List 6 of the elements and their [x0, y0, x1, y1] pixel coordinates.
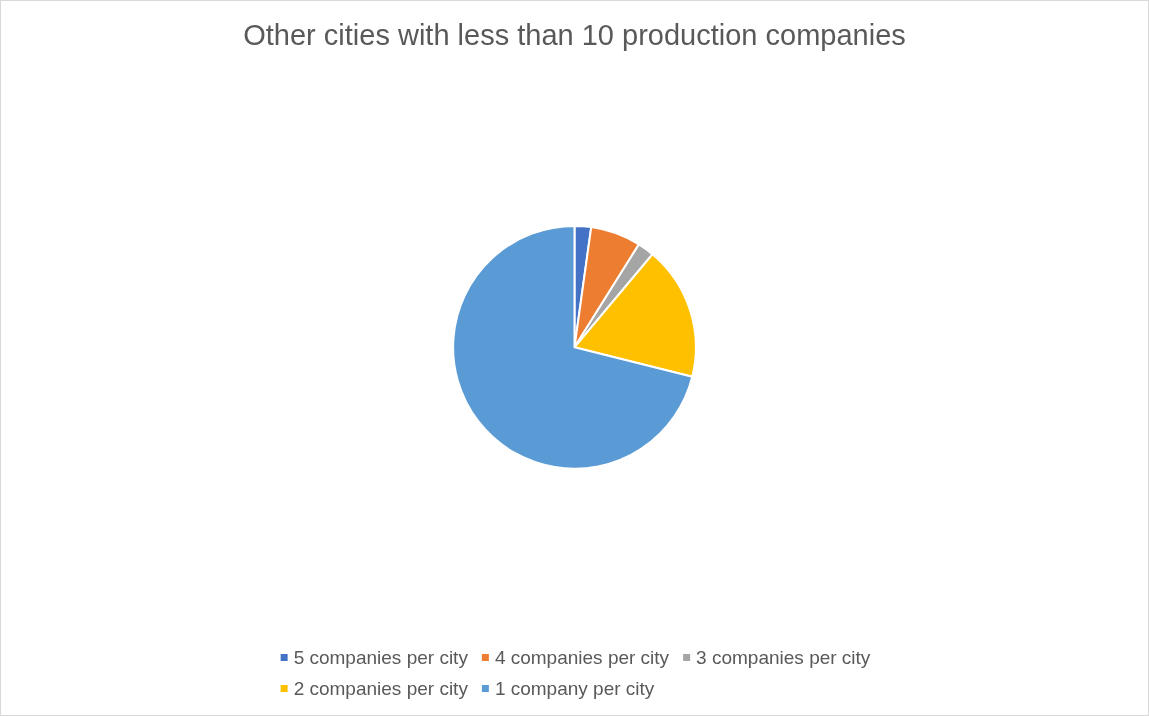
legend-label: 5 companies per city [293, 647, 469, 668]
legend-label: 1 company per city [494, 678, 655, 699]
legend-label: 2 companies per city [293, 678, 469, 699]
legend-label: 3 companies per city [696, 647, 871, 668]
legend-label: 4 companies per city [494, 647, 670, 668]
chart-title: Other cities with less than 10 production companies [243, 18, 906, 51]
